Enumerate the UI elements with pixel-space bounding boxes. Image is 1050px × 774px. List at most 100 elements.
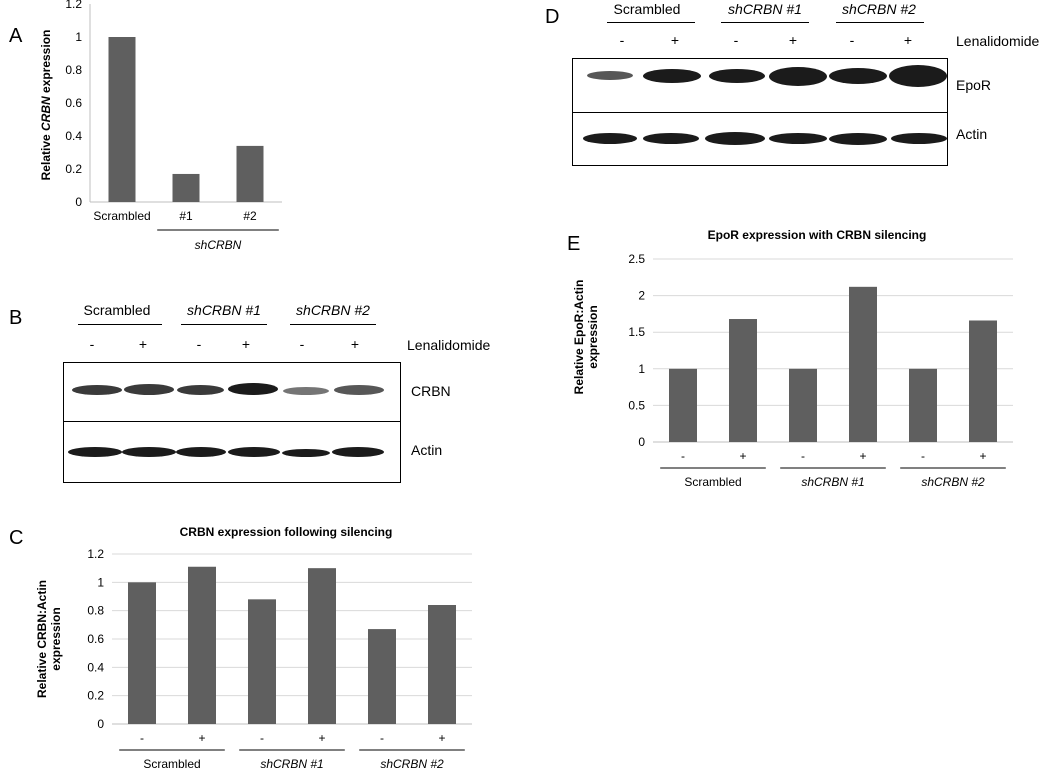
- blot-b-crbn-band-2: [124, 384, 174, 395]
- blot-b-crbn-band-1: [72, 385, 122, 395]
- chart-c-category-label: +: [198, 731, 205, 745]
- blot-d-epor-band-4: [769, 67, 827, 86]
- blot-b-actin-band-1: [68, 447, 122, 457]
- blot-b-treat-2: +: [138, 336, 148, 352]
- blot-b-actin-band-4: [228, 447, 280, 457]
- chart-c-group-label: Scrambled: [143, 757, 200, 771]
- chart-c-ylabel-line-2: expression: [49, 607, 63, 670]
- blot-b-crbn-band-5: [283, 387, 329, 395]
- blot-b-underline-2: [181, 324, 267, 325]
- blot-b-crbn-band-3: [177, 385, 224, 395]
- chart-e-ylabel-line-1: Relative EpoR:Actin: [572, 280, 586, 395]
- blot-d-membrane: [572, 58, 948, 166]
- chart-c-bar: [308, 568, 336, 724]
- chart-e-ytick-label: 1: [638, 362, 645, 376]
- blot-b-crbn-band-6: [334, 385, 384, 395]
- chart-c-group-label: shCRBN #2: [380, 757, 444, 771]
- chart-e-ytick-label: 1.5: [628, 325, 645, 339]
- blot-b-actin-band-6: [332, 447, 384, 457]
- chart-c-category-label: -: [140, 731, 144, 745]
- chart-e-title: EpoR expression with CRBN silencing: [708, 228, 927, 242]
- blot-d-row-label-actin: Actin: [956, 126, 988, 142]
- chart-a-ytick-label: 0.6: [65, 96, 82, 110]
- chart-a-ytick-label: 0.2: [65, 162, 82, 176]
- blot-d-group-shcrbn2: shCRBN #2: [842, 1, 916, 17]
- chart-a-ytick-label: 1.2: [65, 0, 82, 11]
- blot-b-treat-1: -: [89, 336, 95, 352]
- chart-a-ytick-label: 0: [75, 195, 82, 209]
- chart-e-ytick-label: 2: [638, 289, 645, 303]
- blot-d-treat-1: -: [619, 32, 625, 48]
- blot-b-actin-band-5: [282, 449, 330, 457]
- chart-c-ytick-label: 0.4: [87, 660, 104, 674]
- blot-b-row-label-crbn: CRBN: [411, 383, 451, 399]
- chart-a-ytick-label: 0.8: [65, 63, 82, 77]
- blot-b-treat-6: +: [350, 336, 360, 352]
- chart-a-group-label: shCRBN: [195, 238, 242, 252]
- chart-c-group-label: shCRBN #1: [260, 757, 323, 771]
- blot-d-actin-band-4: [769, 133, 827, 144]
- chart-e-ylabel-line-2: expression: [586, 305, 600, 368]
- chart-c-bar: [368, 629, 396, 724]
- panel-letter-a: A: [9, 25, 23, 47]
- chart-e-bar: [789, 368, 817, 442]
- chart-a-bar: [108, 37, 136, 202]
- blot-d-treat-5: -: [849, 32, 855, 48]
- blot-b-crbn-band-4: [228, 383, 278, 395]
- chart-e-bar: [669, 368, 697, 442]
- blot-d-actin-band-3: [705, 132, 765, 145]
- blot-b-treat-5: -: [299, 336, 305, 352]
- blot-d-divider: [573, 112, 947, 113]
- chart-a-category-label: Scrambled: [93, 209, 150, 223]
- blot-b-actin-band-3: [176, 447, 226, 457]
- chart-c-bar: [428, 605, 456, 724]
- chart-e-category-label: +: [859, 449, 866, 463]
- panel-letter-d: D: [545, 6, 560, 28]
- blot-b-treat-3: -: [196, 336, 202, 352]
- chart-c-bar: [188, 566, 216, 724]
- chart-e-bar: [849, 286, 877, 442]
- chart-c-category-label: -: [380, 731, 384, 745]
- chart-e-bar: [729, 319, 757, 442]
- chart-c-category-label: +: [318, 731, 325, 745]
- blot-d-epor-band-2: [643, 69, 701, 83]
- chart-e-category-label: +: [979, 449, 986, 463]
- chart-e: EpoR expression with CRBN silencing Relat…: [572, 228, 1013, 489]
- chart-e-category-label: +: [739, 449, 746, 463]
- blot-d-epor-band-6: [889, 65, 947, 87]
- chart-a: Relative CRBN expression 0 0.2 0.4 0.6 0.8 1 1.…: [39, 0, 282, 252]
- blot-b-divider: [64, 421, 400, 422]
- chart-a-bar: [172, 173, 200, 202]
- chart-e-category-label: -: [801, 449, 805, 463]
- chart-e-bar: [909, 368, 937, 442]
- blot-b-membrane: [63, 362, 401, 483]
- chart-e-group-label: Scrambled: [684, 475, 741, 489]
- blot-d-underline-3: [836, 22, 924, 23]
- blot-b-underline-3: [290, 324, 376, 325]
- blot-d-group-scrambled: Scrambled: [613, 1, 681, 17]
- blot-d-treatment-label: Lenalidomide: [956, 33, 1040, 49]
- chart-e-group-label: shCRBN #2: [921, 475, 985, 489]
- chart-e-group-label: shCRBN #1: [801, 475, 864, 489]
- blot-b-group-shcrbn1: shCRBN #1: [187, 302, 261, 318]
- chart-a-ytick-label: 1: [75, 30, 82, 44]
- chart-e-ytick-label: 0.5: [628, 398, 645, 412]
- blot-d-treat-3: -: [733, 32, 739, 48]
- blot-b-treat-4: +: [241, 336, 251, 352]
- chart-e-ytick-label: 0: [638, 435, 645, 449]
- blot-b-underline-1: [78, 324, 162, 325]
- blot-d-epor-band-5: [829, 68, 887, 84]
- chart-c: CRBN expression following silencing Relat…: [35, 525, 472, 771]
- blot-d-epor-band-3: [709, 69, 765, 83]
- chart-a-category-label: #2: [243, 209, 257, 223]
- chart-c-bar: [248, 599, 276, 724]
- blot-d-actin-band-6: [891, 133, 947, 144]
- blot-b-actin-band-2: [122, 447, 176, 457]
- blot-d-actin-band-5: [829, 133, 887, 145]
- blot-d-treat-2: +: [670, 32, 680, 48]
- chart-a-bar: [236, 145, 264, 202]
- chart-c-ytick-label: 0.8: [87, 604, 104, 618]
- chart-e-category-label: -: [921, 449, 925, 463]
- chart-e-category-label: -: [681, 449, 685, 463]
- chart-a-ylabel: Relative CRBN expression: [39, 30, 53, 181]
